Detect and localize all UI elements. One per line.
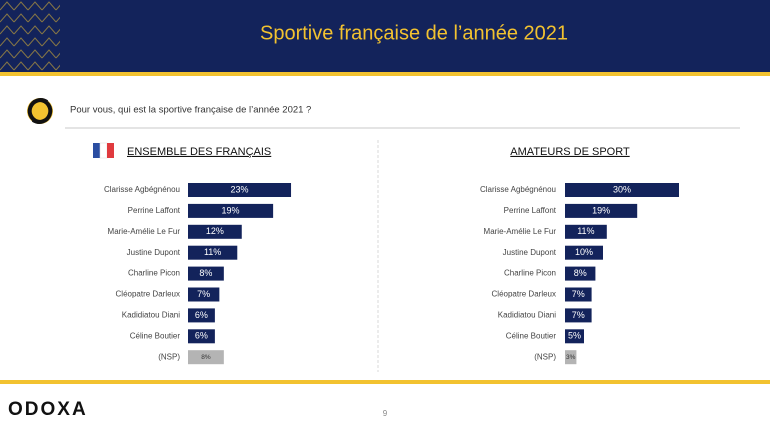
value-label: 23% (231, 184, 249, 194)
bar (188, 266, 224, 281)
value-label: 8% (201, 354, 211, 361)
category-label: Clarisse Agbégnénou (104, 185, 180, 194)
page-number: 9 (383, 409, 388, 418)
value-label: 12% (206, 226, 224, 236)
bar (188, 308, 215, 323)
chart-title: ENSEMBLE DES FRANÇAIS (127, 146, 271, 158)
bar (565, 224, 607, 239)
flag (93, 142, 114, 159)
value-label: 5% (568, 331, 581, 341)
bar (188, 224, 242, 239)
value-label: 10% (575, 247, 593, 257)
bar (565, 245, 603, 260)
value-label: 7% (572, 310, 585, 320)
category-label: Marie-Amélie Le Fur (108, 227, 181, 236)
bar (188, 350, 224, 365)
bar (565, 350, 577, 365)
slide-title: Sportive française de l’année 2021 (260, 22, 568, 44)
question: Pour vous, qui est la sportive française… (70, 105, 311, 116)
value-label: 11% (577, 226, 594, 236)
value-label: 8% (199, 268, 212, 278)
category-label: Perrine Laffont (504, 206, 557, 215)
bar (565, 266, 596, 281)
value-label: 19% (222, 205, 240, 215)
logo: ODOXA (8, 399, 88, 420)
category-label: Clarisse Agbégnénou (480, 185, 556, 194)
header-band (0, 0, 770, 72)
value-label: 3% (566, 354, 576, 361)
value-label: 7% (572, 289, 585, 299)
bar (565, 203, 638, 218)
bar (565, 308, 592, 323)
bar (565, 183, 679, 197)
value-label: 6% (195, 331, 208, 341)
category-label: Charline Picon (504, 269, 556, 278)
question-icon (27, 98, 53, 124)
bar (565, 287, 592, 302)
category-label: Charline Picon (128, 269, 180, 278)
category-label: Cléopatre Darleux (492, 290, 556, 299)
category-label: Kadidiatou Diani (498, 311, 556, 320)
bar (188, 203, 274, 218)
category-label: Justine Dupont (127, 248, 181, 257)
bar (565, 329, 584, 344)
bar (188, 329, 215, 344)
category-label: (NSP) (534, 352, 556, 361)
header-pattern (0, 0, 60, 72)
value-label: 19% (592, 205, 610, 215)
header-rule (0, 72, 770, 76)
bar (188, 245, 238, 260)
category-label: Kadidiatou Diani (122, 311, 180, 320)
category-label: Céline Boutier (506, 331, 557, 340)
chart-title: AMATEURS DE SPORT (510, 146, 630, 158)
value-label: 30% (613, 184, 631, 194)
category-label: Justine Dupont (503, 248, 557, 257)
value-label: 8% (574, 268, 587, 278)
value-label: 7% (197, 289, 210, 299)
value-label: 6% (195, 310, 208, 320)
bar (188, 287, 220, 302)
footer-rule (0, 380, 770, 384)
category-label: Marie-Amélie Le Fur (484, 227, 557, 236)
category-label: Perrine Laffont (128, 206, 181, 215)
category-label: (NSP) (158, 352, 180, 361)
bar (188, 183, 292, 197)
category-label: Céline Boutier (130, 331, 181, 340)
category-label: Cléopatre Darleux (116, 290, 180, 299)
value-label: 11% (204, 247, 221, 257)
